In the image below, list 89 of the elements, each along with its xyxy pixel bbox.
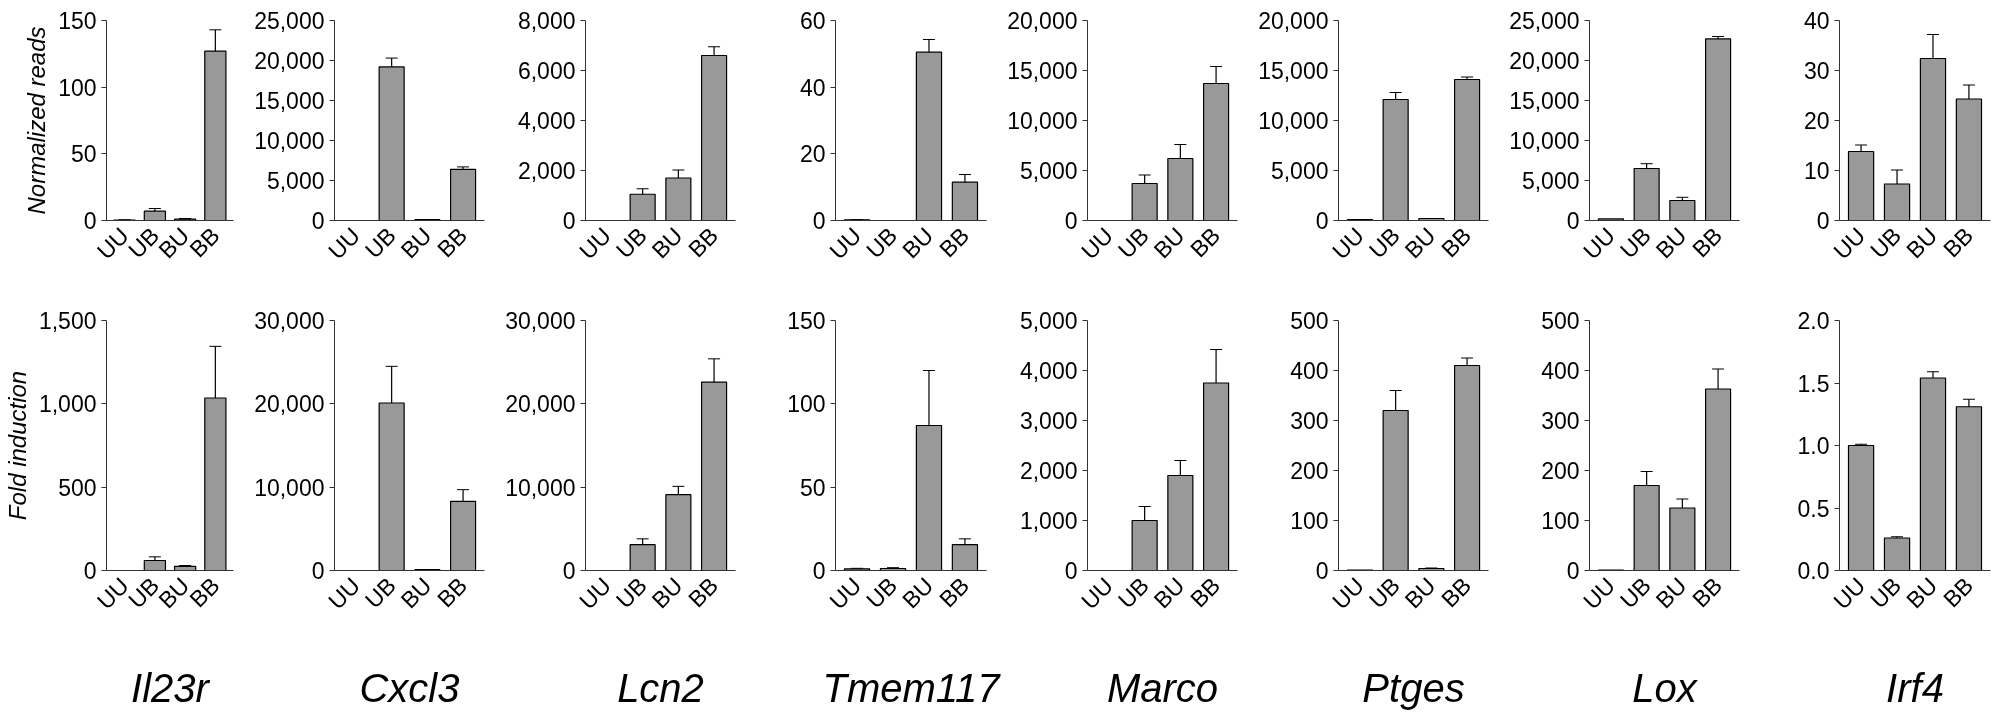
y-tick-label: 5,000 (1270, 158, 1329, 184)
y-tick-label: 5,000 (1521, 168, 1580, 194)
y-tick-label: 30,000 (505, 308, 576, 334)
x-axis-title: Il23r (131, 666, 211, 711)
y-tick-label: 60 (799, 8, 826, 34)
y-tick-label: 0 (1566, 208, 1580, 234)
y-tick-label: 400 (1541, 358, 1580, 384)
y-tick-label: 0 (1064, 558, 1078, 584)
y-tick-label: 0 (311, 208, 325, 234)
y-tick-label: 15,000 (1007, 58, 1078, 84)
y-tick-label: 20,000 (254, 48, 325, 74)
y-tick-label: 0 (83, 558, 97, 584)
y-tick-label: 4,000 (517, 108, 576, 134)
y-tick-label: 300 (1290, 408, 1329, 434)
y-tick-label: 500 (1290, 308, 1329, 334)
x-axis-title: Marco (1106, 666, 1219, 711)
y-tick-label: 20 (799, 141, 826, 168)
y-tick-label: 8,000 (517, 8, 576, 34)
y-tick-label: 5,000 (266, 168, 325, 194)
y-tick-label: 2,000 (517, 158, 576, 184)
y-tick-label: 0 (1315, 208, 1329, 234)
x-axis-title: Lcn2 (617, 666, 704, 711)
y-tick-label: 200 (1541, 458, 1580, 484)
y-tick-label: 4,000 (1019, 358, 1078, 384)
y-tick-label: 100 (1541, 508, 1580, 534)
y-tick-label: 0 (1816, 208, 1830, 234)
y-tick-label: 0 (1566, 558, 1580, 584)
y-tick-label: 40 (1803, 8, 1830, 34)
x-axis-title: Ptges (1362, 666, 1465, 711)
y-tick-label: 150 (787, 308, 826, 334)
y-tick-label: 0 (562, 558, 576, 584)
y-tick-label: 2,000 (1019, 458, 1078, 484)
y-tick-label: 10,000 (254, 474, 325, 501)
x-axis-title: Lox (1632, 666, 1699, 711)
y-tick-label: 1.5 (1797, 370, 1830, 397)
y-tick-label: 15,000 (254, 88, 325, 114)
y-tick-label: 400 (1290, 358, 1329, 384)
y-tick-label: 1,500 (38, 308, 97, 334)
y-tick-label: 3,000 (1019, 408, 1078, 434)
y-tick-label: 40 (799, 74, 826, 101)
y-axis-title: Normalized reads (23, 26, 51, 215)
y-tick-label: 10,000 (1007, 108, 1078, 134)
x-axis-title: Irf4 (1886, 666, 1944, 711)
y-tick-label: 10,000 (1258, 108, 1329, 134)
y-tick-label: 500 (1541, 308, 1580, 334)
y-tick-label: 20,000 (1007, 8, 1078, 34)
y-tick-label: 15,000 (1258, 58, 1329, 84)
x-axis-title: Cxcl3 (359, 666, 460, 711)
y-tick-label: 500 (58, 474, 97, 501)
y-tick-label: 10,000 (505, 474, 576, 501)
y-tick-label: 20,000 (1258, 8, 1329, 34)
y-tick-label: 0 (1315, 558, 1329, 584)
y-tick-label: 30 (1803, 58, 1830, 84)
y-tick-label: 5,000 (1019, 308, 1078, 334)
y-tick-label: 20,000 (254, 391, 325, 418)
y-tick-label: 150 (58, 8, 97, 34)
y-tick-label: 0 (83, 208, 97, 234)
x-axis-title: Tmem117 (822, 666, 1002, 711)
y-tick-label: 0 (562, 208, 576, 234)
y-tick-label: 50 (799, 474, 826, 501)
y-tick-label: 0.0 (1797, 558, 1830, 584)
y-tick-label: 0 (311, 558, 325, 584)
y-tick-label: 50 (70, 141, 97, 168)
y-tick-label: 20,000 (1509, 48, 1580, 74)
y-tick-label: 0.5 (1797, 495, 1830, 522)
y-tick-label: 0 (812, 208, 826, 234)
y-tick-label: 100 (58, 74, 97, 101)
y-tick-label: 5,000 (1019, 158, 1078, 184)
y-tick-label: 20,000 (505, 391, 576, 418)
y-tick-label: 300 (1541, 408, 1580, 434)
y-tick-label: 30,000 (254, 308, 325, 334)
y-tick-label: 0 (1064, 208, 1078, 234)
y-tick-label: 15,000 (1509, 88, 1580, 114)
y-tick-label: 200 (1290, 458, 1329, 484)
y-tick-label: 6,000 (517, 58, 576, 84)
y-tick-label: 25,000 (254, 8, 325, 34)
y-tick-label: 10,000 (1509, 128, 1580, 154)
y-tick-label: 10 (1803, 158, 1830, 184)
y-tick-label: 1,000 (1019, 508, 1078, 534)
y-tick-label: 2.0 (1797, 308, 1830, 334)
y-tick-label: 10,000 (254, 128, 325, 154)
y-tick-label: 1.0 (1797, 433, 1830, 459)
y-tick-label: 20 (1803, 108, 1830, 134)
y-axis-title: Fold induction (3, 370, 31, 521)
y-tick-label: 100 (1290, 508, 1329, 534)
y-tick-label: 0 (812, 558, 826, 584)
y-tick-label: 25,000 (1509, 8, 1580, 34)
y-tick-label: 1,000 (38, 391, 97, 418)
y-tick-label: 100 (787, 391, 826, 418)
